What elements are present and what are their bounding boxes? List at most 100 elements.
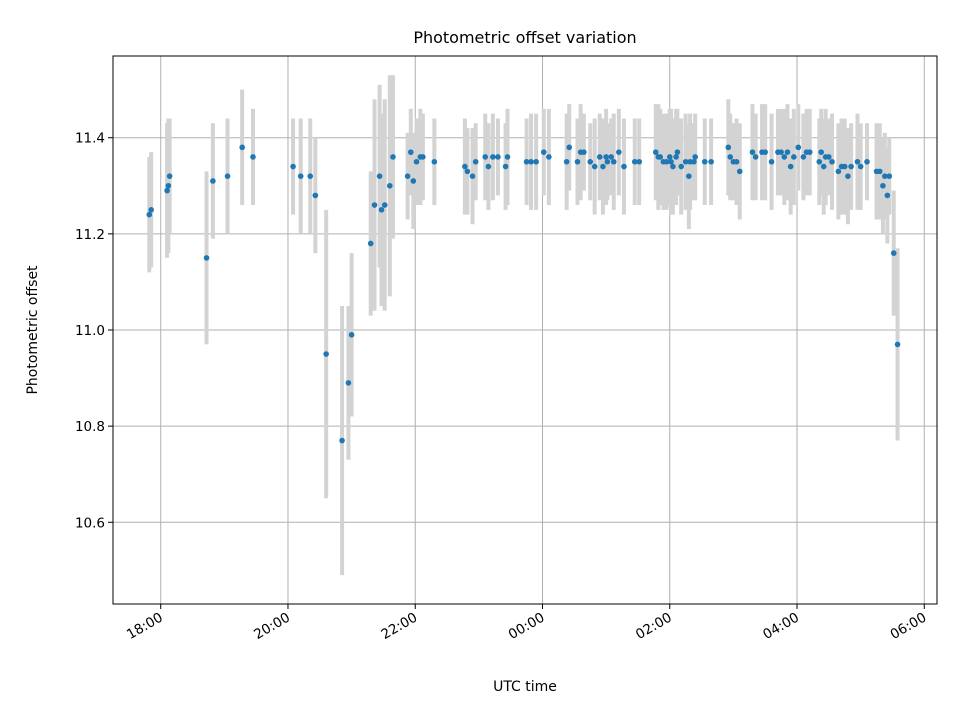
data-point (312, 192, 319, 199)
y-tick-label: 11.4 (75, 131, 105, 147)
data-point (835, 168, 842, 175)
data-point (733, 158, 740, 165)
data-point (876, 168, 883, 175)
data-point (864, 158, 870, 165)
data-point (239, 144, 245, 151)
x-axis-label: UTC time (493, 679, 557, 695)
data-point (752, 154, 759, 160)
data-point (727, 154, 734, 160)
data-point (386, 182, 393, 189)
data-point (806, 149, 813, 155)
data-point (890, 250, 897, 256)
data-point (663, 158, 670, 165)
data-point (604, 158, 611, 165)
data-point (674, 149, 681, 155)
data-point (816, 158, 823, 165)
data-point (768, 158, 775, 165)
data-point (736, 168, 743, 175)
data-point (587, 158, 594, 165)
data-point (546, 154, 552, 160)
data-point (886, 173, 893, 179)
data-point (882, 173, 888, 179)
data-point (678, 163, 685, 170)
data-point (787, 163, 794, 170)
data-point (297, 173, 304, 179)
data-point (345, 380, 352, 386)
data-point (820, 163, 827, 170)
data-point (621, 163, 627, 170)
data-point (502, 163, 509, 170)
data-point (682, 158, 689, 165)
data-point (701, 158, 708, 165)
data-point (686, 173, 692, 179)
data-point (574, 158, 581, 165)
data-point (880, 182, 886, 189)
data-point (490, 154, 496, 160)
data-point (826, 154, 832, 160)
chart-title: Photometric offset variation (413, 28, 636, 47)
data-point (691, 158, 697, 165)
data-point (636, 158, 643, 165)
data-point (210, 178, 216, 184)
error-bars (147, 75, 900, 576)
data-point (778, 149, 784, 155)
data-point (608, 154, 615, 160)
data-point (166, 173, 173, 179)
data-point (600, 163, 606, 170)
data-point (339, 437, 345, 444)
x-axis-ticks: 18:00 20:00 22:00 00:00 02:00 04:00 06:00 (124, 604, 929, 643)
data-point (854, 158, 861, 165)
data-point (631, 158, 638, 165)
y-tick-label: 11.2 (75, 227, 105, 243)
data-point (495, 154, 501, 160)
data-point (784, 149, 791, 155)
data-point (708, 158, 714, 165)
data-point (566, 144, 573, 151)
data-point (504, 154, 511, 160)
data-point (668, 158, 674, 165)
data-point (381, 202, 388, 208)
data-point (841, 163, 848, 170)
data-point (563, 158, 570, 165)
x-tick-label: 02:00 (633, 610, 675, 643)
data-point (616, 149, 622, 155)
data-point (829, 158, 835, 165)
data-point (307, 173, 314, 179)
data-point (781, 154, 788, 160)
data-point (523, 158, 530, 165)
data-point (603, 154, 609, 160)
data-points (146, 144, 901, 444)
data-point (404, 173, 411, 179)
data-point (596, 154, 603, 160)
data-point (371, 202, 378, 208)
data-point (818, 149, 824, 155)
data-point (485, 163, 492, 170)
y-tick-label: 10.6 (75, 515, 105, 531)
data-point (376, 173, 383, 179)
data-point (800, 154, 807, 160)
data-point (472, 158, 479, 165)
data-point (610, 158, 617, 165)
data-point (533, 158, 539, 165)
data-point (725, 144, 732, 151)
data-point (431, 158, 438, 165)
data-point (528, 158, 534, 165)
data-point (407, 149, 414, 155)
data-point (469, 173, 476, 179)
y-tick-label: 10.8 (75, 419, 105, 435)
data-point (224, 173, 231, 179)
x-tick-label: 04:00 (760, 610, 802, 643)
data-point (540, 149, 547, 155)
data-point (591, 163, 598, 170)
data-point (148, 207, 154, 213)
data-point (290, 163, 296, 170)
data-point (367, 240, 374, 247)
data-point (410, 178, 417, 184)
data-point (657, 154, 664, 160)
y-tick-label: 11.0 (75, 323, 105, 339)
data-point (203, 255, 210, 261)
x-tick-label: 06:00 (888, 610, 930, 643)
data-point (848, 163, 854, 170)
data-point (652, 149, 659, 155)
